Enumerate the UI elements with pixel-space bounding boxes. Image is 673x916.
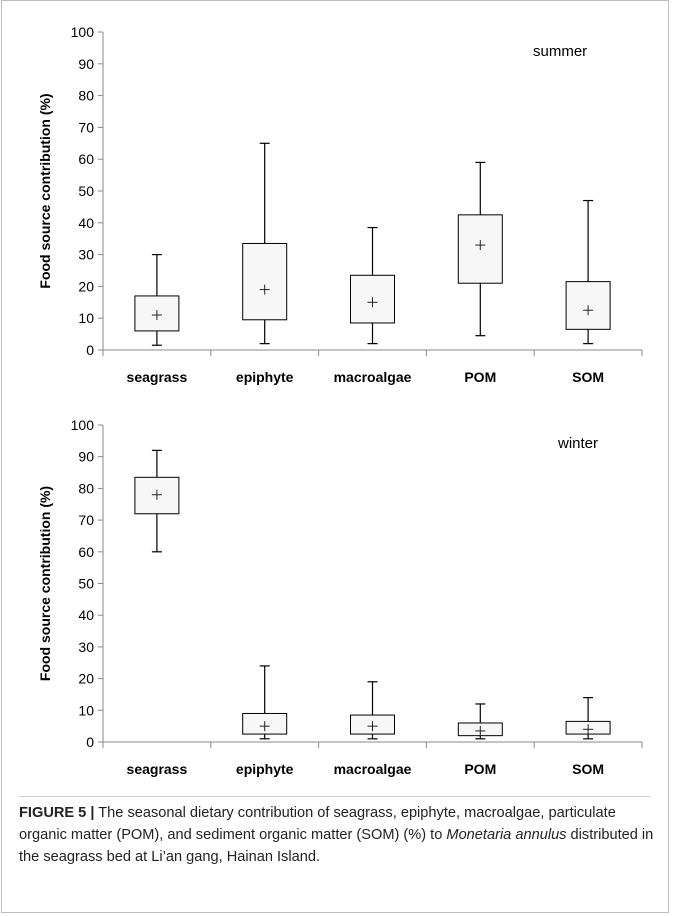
box-som <box>565 199 611 345</box>
y-tick-label: 80 <box>78 88 94 104</box>
x-tick-label: SOM <box>572 761 604 777</box>
interquartile-box <box>242 242 288 321</box>
y-tick-label: 90 <box>78 56 94 72</box>
box-seagrass <box>134 254 180 346</box>
figure-caption: FIGURE 5 | The seasonal dietary contribu… <box>19 802 655 868</box>
y-tick-label: 100 <box>71 24 95 40</box>
x-tick-label: seagrass <box>127 369 188 385</box>
y-tick-label: 30 <box>78 639 94 655</box>
y-tick-label: 50 <box>78 183 94 199</box>
box-seagrass <box>134 449 180 553</box>
box-epiphyte <box>242 142 288 345</box>
y-tick-label: 10 <box>78 310 94 326</box>
y-tick-label: 80 <box>78 480 94 496</box>
x-tick-label: macroalgae <box>334 761 412 777</box>
x-tick-label: seagrass <box>127 761 188 777</box>
caption-text-2: distributed in the seagrass bed at Li’an… <box>19 827 654 865</box>
y-tick-label: 90 <box>78 449 94 465</box>
x-tick-label: POM <box>464 761 496 777</box>
box-som <box>565 697 611 740</box>
y-tick-label: 60 <box>78 151 94 167</box>
box-macroalgae <box>350 681 395 740</box>
y-tick-label: 40 <box>78 215 94 231</box>
y-tick-label: 100 <box>71 417 95 433</box>
season-label: winter <box>557 435 598 452</box>
summer-box-plot: Food source contribution (%) 0 10 20 30 40 50 6… <box>37 24 643 385</box>
y-tick-label: 70 <box>78 512 94 528</box>
box-macroalgae <box>350 226 395 345</box>
box-pom <box>457 161 503 337</box>
y-tick-label: 0 <box>86 342 94 358</box>
interquartile-box <box>565 281 611 330</box>
y-tick-label: 60 <box>78 544 94 560</box>
x-tick-label: macroalgae <box>334 369 412 385</box>
x-tick-label: SOM <box>572 369 604 385</box>
season-label: summer <box>533 43 587 60</box>
y-tick-label: 70 <box>78 119 94 135</box>
caption-label: FIGURE 5 | <box>19 805 95 821</box>
box-pom <box>457 703 503 740</box>
y-tick-label: 10 <box>78 702 94 718</box>
y-tick-label: 20 <box>78 278 94 294</box>
y-tick-label: 50 <box>78 576 94 592</box>
caption-species: Monetaria annulus <box>446 827 567 843</box>
y-tick-label: 30 <box>78 247 94 263</box>
x-tick-label: epiphyte <box>236 369 294 385</box>
caption-text-1: The seasonal dietary contribution of sea… <box>19 805 616 843</box>
caption-divider <box>19 796 651 797</box>
y-axis-title: Food source contribution (%) <box>37 486 53 681</box>
winter-box-plot: Food source contribution (%) 0 10 20 30 40 50 6… <box>37 417 643 777</box>
y-tick-label: 0 <box>86 734 94 750</box>
box-epiphyte <box>242 665 288 740</box>
y-tick-label: 20 <box>78 671 94 687</box>
x-tick-label: epiphyte <box>236 761 294 777</box>
y-axis-title: Food source contribution (%) <box>37 93 53 288</box>
y-tick-label: 40 <box>78 607 94 623</box>
x-tick-label: POM <box>464 369 496 385</box>
